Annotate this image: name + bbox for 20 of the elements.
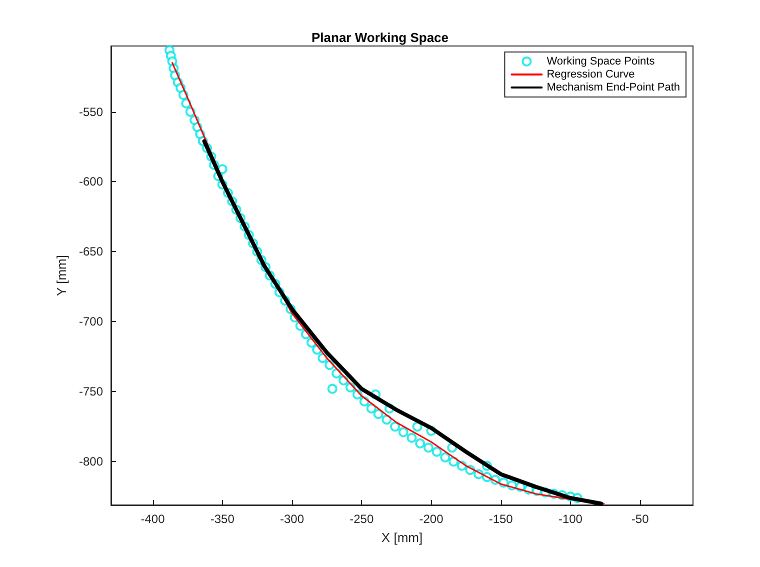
legend-label: Regression Curve bbox=[546, 68, 635, 80]
x-axis-title: X [mm] bbox=[381, 530, 423, 545]
y-tick-label: -550 bbox=[78, 104, 104, 119]
x-tick-label: -50 bbox=[631, 512, 650, 526]
x-tick-label: -300 bbox=[280, 512, 304, 526]
y-tick-label: -600 bbox=[78, 174, 104, 189]
x-tick-label: -350 bbox=[210, 512, 235, 526]
legend-label: Working Space Points bbox=[546, 56, 656, 68]
y-axis-title: Y [mm] bbox=[54, 255, 70, 296]
y-tick-label: -700 bbox=[78, 314, 104, 329]
x-tick-label: -200 bbox=[419, 512, 444, 526]
legend-label: Mechanism End-Point Path bbox=[546, 82, 680, 94]
x-tick-label: -400 bbox=[140, 512, 166, 526]
x-tick-label: -250 bbox=[350, 512, 374, 526]
y-tick-label: -800 bbox=[78, 454, 104, 469]
y-tick-label: -750 bbox=[78, 384, 104, 399]
x-tick-label: -100 bbox=[558, 512, 583, 526]
chart-title: Planar Working Space bbox=[311, 30, 449, 45]
y-tick-label: -650 bbox=[78, 244, 104, 259]
x-tick-label: -150 bbox=[488, 512, 514, 526]
